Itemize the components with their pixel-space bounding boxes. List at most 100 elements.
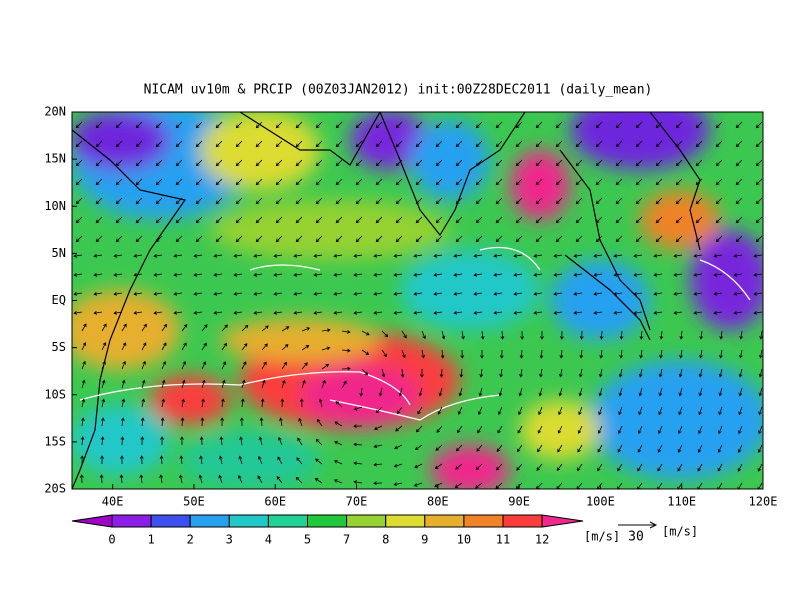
wind-arrow bbox=[493, 272, 503, 277]
wind-arrow bbox=[421, 330, 426, 340]
wind-arrow bbox=[73, 310, 83, 315]
wind-arrow bbox=[101, 360, 106, 370]
wind-arrow bbox=[695, 235, 703, 243]
wind-arrow bbox=[735, 197, 743, 205]
wind-arrow bbox=[553, 291, 563, 296]
wind-arrow bbox=[639, 330, 644, 340]
wind-arrow bbox=[735, 121, 743, 129]
wind-arrow bbox=[175, 178, 183, 186]
wind-arrow bbox=[759, 349, 763, 359]
wind-arrow bbox=[335, 178, 343, 186]
wind-arrow bbox=[755, 197, 763, 205]
wind-arrow bbox=[393, 291, 403, 296]
wind-arrow bbox=[735, 178, 743, 186]
wind-arrow bbox=[415, 197, 423, 205]
wind-arrow bbox=[315, 121, 323, 129]
wind-arrow bbox=[655, 178, 663, 186]
wind-arrow bbox=[393, 272, 403, 277]
wind-arrow bbox=[559, 349, 564, 359]
wind-arrow bbox=[241, 361, 247, 370]
wind-arrow bbox=[438, 387, 443, 397]
wind-arrow bbox=[758, 425, 763, 435]
wind-arrow bbox=[81, 417, 85, 427]
wind-arrow bbox=[414, 444, 423, 451]
wind-arrow bbox=[473, 310, 483, 315]
wind-arrow bbox=[140, 436, 145, 446]
wind-arrow bbox=[518, 387, 523, 397]
wind-arrow bbox=[718, 368, 723, 378]
wind-arrow bbox=[453, 272, 463, 277]
wind-arrow bbox=[673, 253, 683, 258]
wind-arrow bbox=[221, 379, 226, 389]
wind-arrow bbox=[353, 310, 363, 315]
lon-label: 90E bbox=[508, 495, 530, 509]
wind-arrow bbox=[179, 474, 183, 484]
wind-arrow bbox=[275, 216, 283, 224]
wind-arrow bbox=[735, 140, 743, 148]
wind-arrow bbox=[333, 291, 343, 296]
colorbar-label: 9 bbox=[421, 533, 428, 547]
wind-arrow bbox=[538, 387, 543, 397]
wind-arrow bbox=[678, 368, 683, 378]
wind-arrow bbox=[415, 235, 423, 243]
wind-arrow bbox=[737, 463, 743, 472]
wind-arrow bbox=[653, 253, 663, 258]
wind-arrow bbox=[653, 291, 663, 296]
wind-arrow bbox=[753, 272, 763, 277]
wind-arrow bbox=[473, 291, 483, 296]
wind-arrow bbox=[695, 159, 703, 167]
wind-arrow bbox=[597, 444, 603, 453]
wind-arrow bbox=[675, 121, 683, 129]
wind-arrow bbox=[315, 197, 323, 205]
wind-arrow bbox=[555, 178, 563, 186]
wind-arrow bbox=[638, 425, 643, 435]
wind-arrow bbox=[159, 455, 164, 465]
wind-arrow bbox=[759, 330, 763, 340]
wind-arrow bbox=[435, 444, 443, 451]
wind-arrow bbox=[213, 291, 223, 296]
wind-arrow bbox=[573, 272, 583, 277]
wind-arrow bbox=[333, 272, 343, 277]
wind-arrow bbox=[373, 272, 383, 277]
wind-arrow bbox=[633, 291, 643, 296]
colorbar-box bbox=[463, 514, 504, 528]
wind-arrow bbox=[101, 398, 106, 408]
wind-arrow bbox=[113, 272, 123, 277]
wind-arrow bbox=[579, 349, 584, 359]
wind-arrow bbox=[495, 463, 503, 471]
wind-arrow bbox=[313, 291, 323, 296]
wind-arrow bbox=[140, 417, 145, 427]
wind-arrow bbox=[359, 387, 364, 397]
wind-arrow bbox=[220, 417, 225, 427]
wind-arrow bbox=[353, 291, 363, 296]
wind-arrow bbox=[537, 425, 543, 434]
wind-arrow bbox=[613, 253, 623, 258]
wind-arrow bbox=[515, 140, 523, 148]
wind-arrow bbox=[333, 479, 343, 484]
wind-arrow bbox=[575, 235, 583, 243]
lat-label: 15S bbox=[44, 434, 66, 448]
wind-arrow bbox=[353, 406, 363, 411]
wind-arrow bbox=[678, 387, 683, 397]
lon-label: 50E bbox=[183, 495, 205, 509]
wind-arrow bbox=[153, 310, 163, 315]
wind-arrow bbox=[341, 330, 351, 334]
wind-arrow bbox=[535, 159, 543, 167]
wind-arrow bbox=[598, 368, 603, 378]
wind-arrow bbox=[201, 398, 205, 408]
wind-arrow bbox=[259, 417, 264, 427]
colorbar-label: 3 bbox=[226, 533, 233, 547]
wind-arrow bbox=[121, 323, 127, 332]
wind-arrow bbox=[695, 178, 703, 186]
wind-arrow bbox=[719, 349, 723, 359]
wind-arrow bbox=[161, 360, 166, 370]
wind-arrow bbox=[495, 482, 503, 489]
wind-arrow bbox=[253, 291, 263, 296]
wind-arrow bbox=[635, 216, 643, 224]
wind-arrow bbox=[475, 216, 483, 224]
wind-arrow bbox=[615, 121, 623, 129]
wind-arrow bbox=[201, 361, 207, 370]
wind-arrow bbox=[353, 442, 363, 447]
wind-arrow bbox=[593, 253, 603, 258]
wind-arrow bbox=[475, 463, 483, 471]
